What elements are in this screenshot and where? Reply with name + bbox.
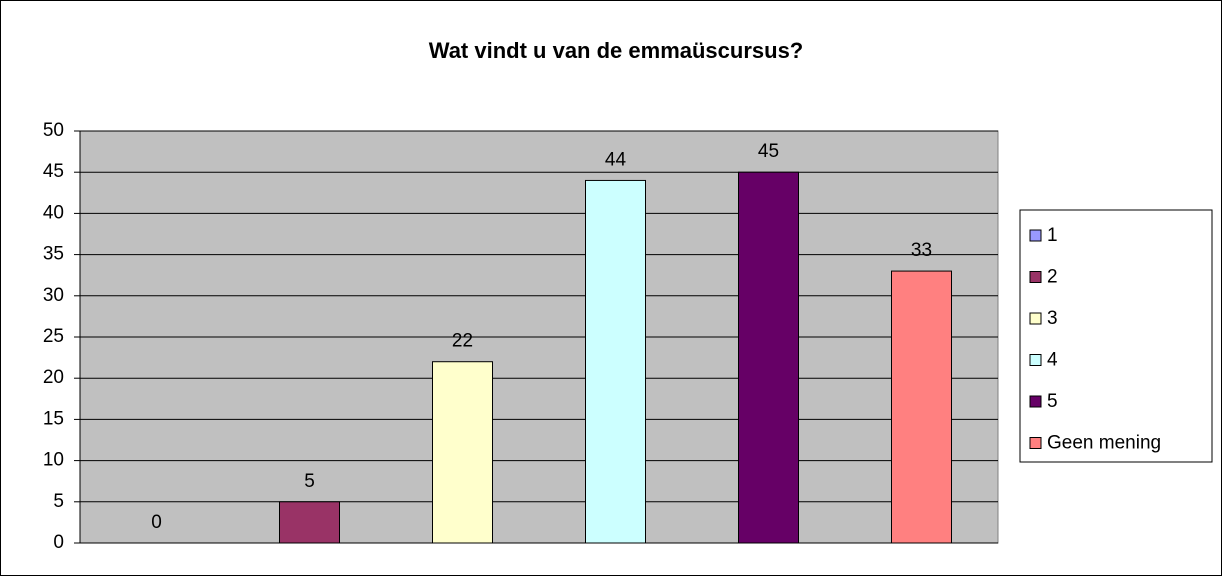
legend-swatch: [1029, 437, 1042, 449]
data-label: 33: [911, 240, 932, 261]
legend-swatch: [1029, 312, 1042, 325]
bar: [585, 179, 646, 544]
bar: [432, 361, 493, 544]
y-tick-label: 30: [43, 285, 64, 306]
legend-swatch: [1029, 354, 1042, 366]
y-tick-label: 35: [43, 244, 64, 265]
legend-label: 2: [1047, 267, 1058, 288]
legend-label: 1: [1047, 225, 1058, 246]
legend-box: [1019, 209, 1213, 463]
legend-swatch: [1029, 395, 1042, 408]
data-label: 44: [605, 149, 627, 170]
legend-label: 4: [1047, 350, 1058, 371]
bar: [891, 270, 952, 544]
data-label: 0: [151, 512, 162, 533]
y-tick-label: 40: [43, 202, 64, 223]
y-tick-label: 50: [43, 120, 64, 141]
y-tick-label: 0: [53, 532, 64, 553]
y-tick-label: 5: [53, 491, 64, 512]
legend-label: 3: [1047, 308, 1058, 329]
legend-swatch: [1029, 271, 1042, 283]
y-tick-label: 10: [43, 450, 64, 471]
y-tick-label: 45: [43, 161, 64, 182]
y-tick-label: 25: [43, 326, 64, 347]
legend-label: 5: [1047, 391, 1058, 412]
data-label: 45: [758, 141, 779, 162]
y-tick-label: 15: [43, 408, 64, 429]
legend-label: Geen mening: [1047, 433, 1161, 454]
bar: [738, 171, 799, 544]
y-tick-label: 20: [43, 367, 64, 388]
chart-title: Wat vindt u van de emmaüscursus?: [429, 38, 804, 63]
data-label: 22: [452, 331, 473, 352]
legend-swatch: [1029, 229, 1042, 242]
bar: [279, 501, 340, 544]
data-label: 5: [304, 471, 315, 492]
